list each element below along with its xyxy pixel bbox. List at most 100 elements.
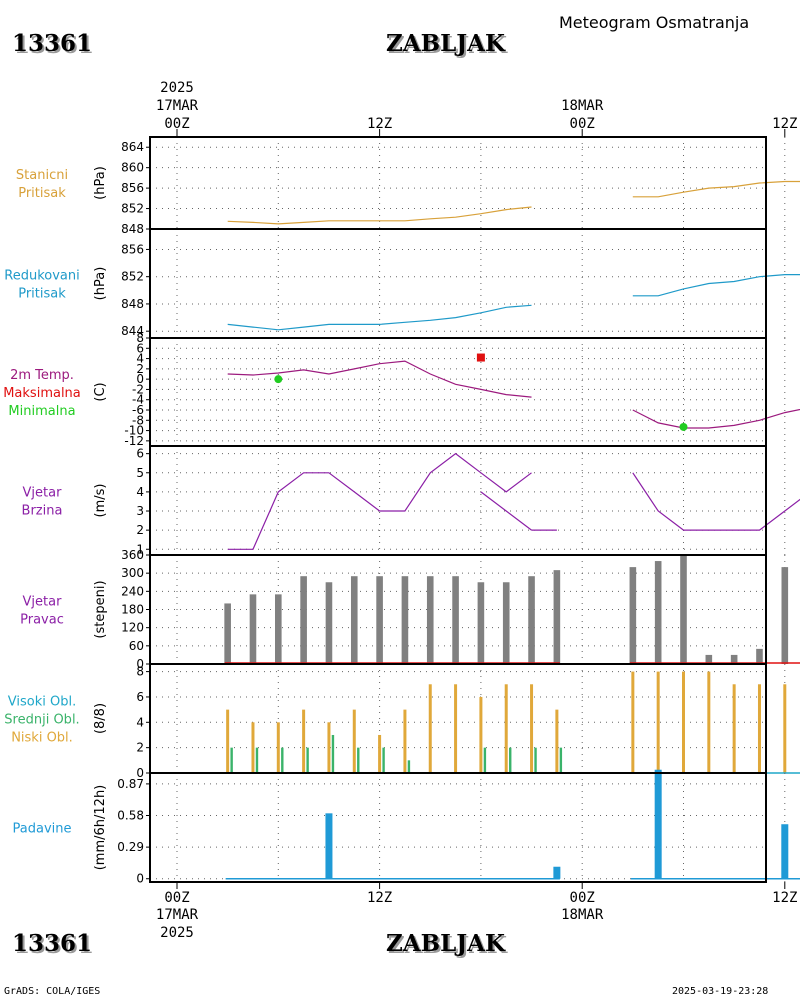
- precip-bar: [325, 813, 333, 879]
- panel-title-line: Vjetar: [23, 486, 63, 501]
- low-cloud-bar: [454, 684, 458, 773]
- station-name-top: ZABLJAK: [386, 30, 505, 57]
- low-cloud-bar: [783, 684, 787, 773]
- series-line: [227, 304, 532, 331]
- panel-title-line: Srednji Obl.: [4, 713, 79, 728]
- y-tick-label: 5: [136, 466, 144, 480]
- low-cloud-bar: [757, 684, 761, 773]
- wind-direction-bar: [680, 555, 687, 664]
- panel-frame: [149, 136, 767, 230]
- y-tick-label: 300: [121, 566, 144, 580]
- panel-frame: [149, 772, 767, 883]
- mid-cloud-bar: [407, 760, 411, 773]
- meteogram-subtitle: Meteogram Osmatranja: [559, 13, 750, 32]
- wind-direction-bar: [705, 654, 713, 664]
- grads-credit: GrADS: COLA/IGES: [4, 986, 101, 997]
- bottom-year-label: 2025: [160, 925, 194, 941]
- y-tick-label: -4: [132, 393, 144, 407]
- low-cloud-bar: [251, 722, 255, 773]
- min-temp-marker: [274, 375, 283, 384]
- panel-frame: [149, 228, 767, 339]
- y-tick-label: 6: [136, 690, 144, 704]
- panel-title-line: Minimalna: [8, 404, 75, 419]
- y-tick-label: 0: [136, 657, 144, 671]
- station-id-bottom: 13361: [12, 930, 93, 957]
- panel-title-line: Niski Obl.: [11, 731, 73, 746]
- y-tick-label: -12: [124, 434, 144, 448]
- y-tick-label: 2: [136, 523, 144, 537]
- panel-title-line: Pritisak: [18, 287, 66, 302]
- low-cloud-bar: [656, 671, 660, 773]
- min-temp-marker: [679, 422, 688, 431]
- mid-cloud-bar: [230, 747, 233, 773]
- y-tick-label: 8: [136, 665, 144, 679]
- y-tick-label: 120: [121, 621, 144, 635]
- wind-direction-bar: [275, 594, 282, 664]
- low-cloud-bar: [378, 734, 382, 773]
- y-tick-label: 0: [136, 766, 144, 780]
- low-cloud-bar: [631, 671, 635, 773]
- y-tick-label: 0.58: [117, 809, 144, 823]
- top-time-label: 00Z: [164, 116, 189, 132]
- wind-direction-bar: [401, 576, 409, 664]
- series-line: [227, 452, 532, 550]
- bottom-time-label: 00Z: [164, 890, 189, 906]
- y-tick-label: 4: [136, 715, 144, 729]
- y-tick-label: 2: [136, 741, 144, 755]
- bottom-time-label: 12Z: [367, 890, 392, 906]
- bottom-time-label: 12Z: [772, 890, 797, 906]
- precip-bar: [781, 824, 789, 879]
- low-cloud-bar: [707, 671, 711, 773]
- y-tick-label: 0.87: [117, 777, 144, 791]
- y-tick-label: 848: [121, 222, 144, 236]
- mid-cloud-bar: [281, 747, 284, 773]
- y-axis-unit: (mm/6h/12h): [93, 785, 108, 871]
- wind-direction-bar: [376, 576, 383, 664]
- y-tick-label: 6: [136, 341, 144, 355]
- low-cloud-bar: [403, 709, 407, 773]
- panel-title-line: Padavine: [13, 822, 72, 837]
- wind-direction-bar: [528, 576, 535, 664]
- low-cloud-bar: [302, 709, 306, 773]
- series-line: [632, 408, 800, 429]
- panel-title-line: Maksimalna: [3, 386, 81, 401]
- y-tick-label: 6: [136, 447, 144, 461]
- y-tick-label: 844: [121, 324, 144, 338]
- wind-direction-bar: [654, 561, 662, 664]
- series-line: [480, 491, 532, 531]
- panel-title-line: 2m Temp.: [10, 368, 74, 383]
- low-cloud-bar: [428, 684, 432, 773]
- low-cloud-bar: [682, 671, 685, 773]
- y-tick-label: -10: [124, 424, 144, 438]
- mid-cloud-bar: [306, 747, 309, 773]
- max-temp-marker: [476, 353, 485, 362]
- y-tick-label: 0.29: [117, 840, 144, 854]
- bottom-time-label: 00Z: [570, 890, 595, 906]
- wind-direction-bar: [249, 594, 257, 664]
- wind-direction-bar: [452, 576, 459, 664]
- wind-direction-bar: [629, 567, 637, 664]
- panel-frame: [149, 445, 767, 556]
- wind-direction-bar: [781, 567, 789, 664]
- mid-cloud-bar: [357, 747, 360, 773]
- panel-title-line: Visoki Obl.: [8, 695, 76, 710]
- mid-cloud-bar: [255, 747, 259, 773]
- y-tick-label: 856: [121, 242, 144, 256]
- y-tick-label: 0: [136, 372, 144, 386]
- low-cloud-bar: [276, 722, 280, 773]
- wind-direction-bar: [502, 582, 510, 664]
- wind-direction-bar: [224, 603, 231, 664]
- wind-direction-bar: [477, 582, 485, 664]
- y-tick-label: -6: [132, 403, 144, 417]
- wind-direction-bar: [300, 576, 307, 664]
- y-axis-unit: (m/s): [93, 484, 108, 518]
- y-tick-label: 4: [136, 485, 144, 499]
- wind-direction-bar: [756, 648, 763, 664]
- mid-cloud-bar: [483, 747, 487, 773]
- y-tick-label: 3: [136, 504, 144, 518]
- station-name-bottom: ZABLJAK: [386, 930, 505, 957]
- y-tick-label: 360: [121, 548, 144, 562]
- y-tick-label: 180: [121, 603, 144, 617]
- wind-direction-bar: [350, 576, 358, 664]
